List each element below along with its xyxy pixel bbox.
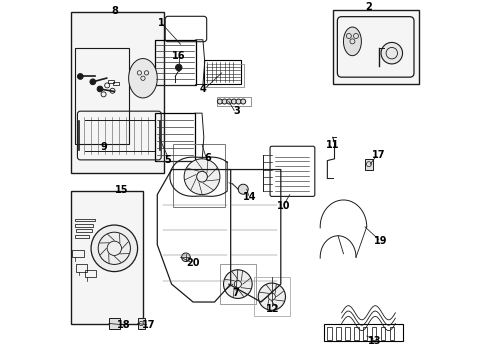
Circle shape (231, 99, 236, 104)
Circle shape (184, 159, 220, 195)
Text: 4: 4 (200, 84, 206, 94)
Bar (365, 159, 373, 170)
Circle shape (77, 73, 83, 79)
Bar (254, 277, 290, 316)
Bar (354, 327, 359, 339)
Circle shape (258, 283, 286, 310)
Circle shape (182, 253, 190, 262)
Text: 19: 19 (373, 236, 387, 246)
Bar (220, 265, 256, 304)
Circle shape (381, 42, 403, 64)
Text: 1: 1 (157, 18, 164, 28)
Text: 2: 2 (365, 2, 372, 12)
Text: 20: 20 (186, 258, 200, 268)
Circle shape (90, 79, 96, 85)
Text: 3: 3 (234, 106, 241, 116)
Bar (72, 12, 165, 173)
Text: 8: 8 (111, 5, 118, 15)
Text: 7: 7 (233, 288, 240, 298)
Circle shape (175, 64, 182, 71)
Circle shape (227, 99, 232, 104)
Bar (85, 270, 97, 277)
Circle shape (238, 184, 248, 194)
Text: 15: 15 (115, 185, 128, 195)
Bar (372, 327, 376, 339)
Bar (390, 327, 394, 339)
Bar (345, 327, 349, 339)
Text: 11: 11 (326, 140, 340, 150)
Polygon shape (343, 27, 361, 56)
Bar (324, 324, 403, 341)
Text: 17: 17 (142, 320, 156, 330)
Bar (217, 97, 251, 106)
Text: 16: 16 (172, 51, 186, 61)
Bar (336, 327, 341, 339)
Bar (381, 327, 385, 339)
Bar (75, 235, 89, 238)
Circle shape (218, 99, 222, 104)
Circle shape (241, 99, 245, 104)
Circle shape (223, 270, 252, 298)
Bar (75, 224, 93, 227)
Bar (75, 48, 129, 144)
Circle shape (91, 225, 138, 271)
Text: 14: 14 (243, 193, 256, 202)
Text: 18: 18 (117, 320, 131, 330)
Text: 10: 10 (277, 201, 291, 211)
Bar (154, 40, 196, 85)
Bar (113, 82, 119, 85)
Bar (173, 144, 225, 207)
Text: 17: 17 (371, 149, 385, 159)
Text: 12: 12 (266, 304, 280, 314)
Circle shape (222, 99, 227, 104)
Bar (363, 327, 368, 339)
Bar (75, 219, 95, 221)
Text: 9: 9 (100, 142, 107, 152)
Text: 13: 13 (368, 336, 382, 346)
Bar (333, 10, 418, 84)
Bar (72, 250, 84, 257)
Bar (76, 229, 92, 232)
Bar (207, 64, 245, 87)
Bar (108, 80, 114, 83)
Polygon shape (129, 59, 157, 98)
Bar (109, 318, 120, 329)
Circle shape (97, 86, 103, 92)
Bar (138, 319, 145, 329)
Bar (327, 327, 332, 339)
Bar (75, 265, 87, 271)
Text: 6: 6 (204, 153, 211, 163)
Text: 5: 5 (165, 154, 172, 165)
Bar (204, 60, 242, 84)
Bar (72, 191, 143, 324)
Circle shape (236, 99, 241, 104)
Bar (155, 113, 195, 162)
